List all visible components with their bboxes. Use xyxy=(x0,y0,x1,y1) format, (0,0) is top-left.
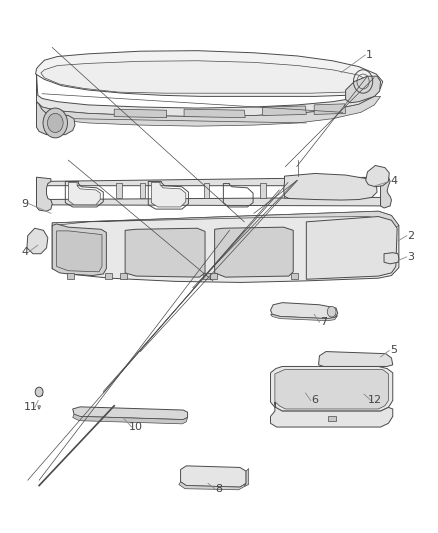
Polygon shape xyxy=(384,253,399,264)
Polygon shape xyxy=(366,165,389,187)
Text: 1: 1 xyxy=(366,50,373,60)
Polygon shape xyxy=(57,231,102,272)
Polygon shape xyxy=(284,173,377,200)
Polygon shape xyxy=(73,407,187,419)
Polygon shape xyxy=(38,406,40,409)
Text: 3: 3 xyxy=(408,252,415,262)
Polygon shape xyxy=(114,109,166,118)
Text: 2: 2 xyxy=(407,231,415,241)
Polygon shape xyxy=(36,393,42,395)
Polygon shape xyxy=(36,102,75,135)
Polygon shape xyxy=(117,182,122,198)
Polygon shape xyxy=(35,51,383,96)
Polygon shape xyxy=(120,273,127,279)
Polygon shape xyxy=(73,414,187,424)
Polygon shape xyxy=(328,416,336,421)
Polygon shape xyxy=(271,367,393,411)
Polygon shape xyxy=(39,197,381,206)
Polygon shape xyxy=(381,176,392,208)
Polygon shape xyxy=(271,402,393,427)
Polygon shape xyxy=(346,76,381,103)
Polygon shape xyxy=(215,227,293,277)
Text: 4: 4 xyxy=(390,176,397,187)
Text: 4: 4 xyxy=(21,247,28,256)
Polygon shape xyxy=(52,224,106,276)
Polygon shape xyxy=(125,228,205,277)
Text: 5: 5 xyxy=(390,345,397,356)
Text: 11: 11 xyxy=(23,402,37,413)
Text: 10: 10 xyxy=(129,422,143,432)
Polygon shape xyxy=(285,182,290,198)
Polygon shape xyxy=(140,182,145,198)
Circle shape xyxy=(47,114,63,133)
Polygon shape xyxy=(36,74,381,117)
Circle shape xyxy=(35,387,43,397)
Polygon shape xyxy=(275,369,389,409)
Text: 8: 8 xyxy=(215,484,223,494)
Polygon shape xyxy=(52,211,399,282)
Polygon shape xyxy=(180,466,246,487)
Polygon shape xyxy=(271,303,338,319)
Polygon shape xyxy=(39,177,381,185)
Text: 9: 9 xyxy=(21,199,28,209)
Polygon shape xyxy=(290,273,297,279)
Polygon shape xyxy=(41,61,371,93)
Circle shape xyxy=(43,108,67,138)
Polygon shape xyxy=(184,109,245,118)
Polygon shape xyxy=(244,469,249,487)
Circle shape xyxy=(327,306,336,317)
Text: 6: 6 xyxy=(311,395,318,406)
Text: 12: 12 xyxy=(368,395,382,406)
Polygon shape xyxy=(36,177,52,211)
Polygon shape xyxy=(68,182,100,205)
Polygon shape xyxy=(318,352,393,367)
Text: 7: 7 xyxy=(320,317,327,327)
Polygon shape xyxy=(314,104,346,115)
Polygon shape xyxy=(204,182,209,198)
Polygon shape xyxy=(151,182,186,207)
Polygon shape xyxy=(306,216,397,279)
Polygon shape xyxy=(179,482,246,490)
Polygon shape xyxy=(210,273,217,279)
Polygon shape xyxy=(67,273,74,279)
Polygon shape xyxy=(27,228,48,254)
Polygon shape xyxy=(52,211,399,228)
Polygon shape xyxy=(263,106,306,116)
Polygon shape xyxy=(203,273,210,279)
Polygon shape xyxy=(261,182,266,198)
Polygon shape xyxy=(106,273,113,279)
Polygon shape xyxy=(36,96,381,126)
Polygon shape xyxy=(271,314,338,321)
